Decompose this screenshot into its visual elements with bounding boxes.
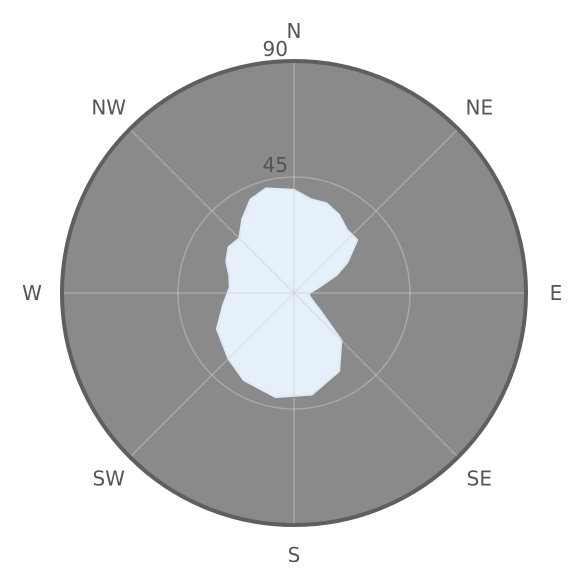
direction-label-e: E (550, 281, 563, 305)
series-area (215, 187, 359, 399)
outer-ring (60, 59, 528, 527)
direction-label-n: N (287, 19, 302, 43)
ring-label-90: 90 (263, 37, 288, 61)
direction-label-sw: SW (92, 466, 125, 490)
spoke-sw (129, 292, 295, 458)
spoke-ne (293, 128, 459, 294)
direction-labels: N NE E SE S SW W NW (22, 19, 562, 567)
grid-layer (62, 61, 526, 525)
ring-label-45: 45 (263, 153, 288, 177)
direction-label-s: S (288, 543, 301, 567)
spoke-se (293, 292, 459, 458)
spoke-nw (129, 128, 295, 294)
ring-labels: 45 90 (263, 37, 288, 177)
direction-label-nw: NW (91, 96, 126, 120)
direction-label-ne: NE (465, 96, 493, 120)
direction-label-se: SE (467, 466, 492, 490)
grid-ring-45 (177, 176, 411, 410)
direction-label-w: W (22, 281, 42, 305)
